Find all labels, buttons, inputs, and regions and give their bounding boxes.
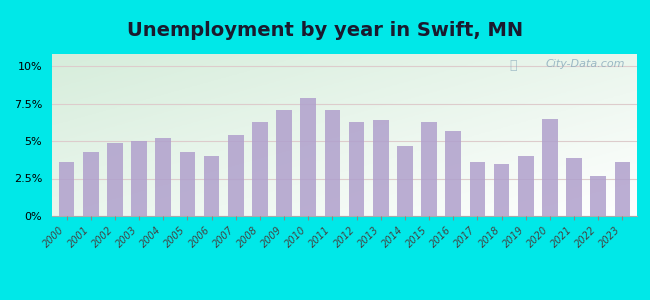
Bar — [590, 176, 606, 216]
Bar — [615, 162, 630, 216]
Bar — [155, 138, 171, 216]
Bar — [494, 164, 510, 216]
Text: City-Data.com: City-Data.com — [546, 59, 625, 69]
Bar — [324, 110, 340, 216]
Bar — [203, 156, 220, 216]
Bar — [276, 110, 292, 216]
Text: Ⓢ: Ⓢ — [510, 59, 517, 72]
Bar — [228, 135, 244, 216]
Text: Unemployment by year in Swift, MN: Unemployment by year in Swift, MN — [127, 21, 523, 40]
Bar — [373, 120, 389, 216]
Bar — [518, 156, 534, 216]
Bar — [107, 142, 123, 216]
Bar — [300, 98, 316, 216]
Bar — [397, 146, 413, 216]
Bar — [566, 158, 582, 216]
Bar — [469, 162, 486, 216]
Bar — [542, 118, 558, 216]
Bar — [445, 130, 461, 216]
Bar — [252, 122, 268, 216]
Bar — [58, 162, 74, 216]
Bar — [83, 152, 99, 216]
Bar — [131, 141, 147, 216]
Bar — [421, 122, 437, 216]
Bar — [349, 122, 365, 216]
Bar — [179, 152, 195, 216]
